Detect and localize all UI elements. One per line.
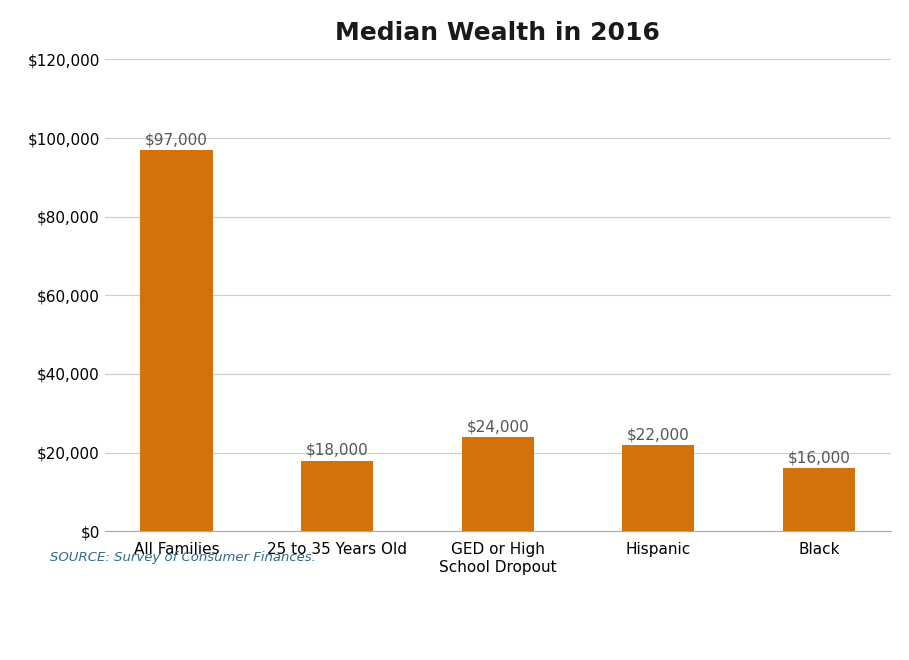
Text: $18,000: $18,000 — [305, 443, 368, 458]
Title: Median Wealth in 2016: Median Wealth in 2016 — [335, 21, 660, 45]
Bar — [301, 461, 374, 531]
Bar — [622, 445, 694, 531]
Bar — [783, 469, 855, 531]
Bar — [140, 150, 213, 531]
Text: $24,000: $24,000 — [466, 419, 529, 434]
Text: $22,000: $22,000 — [627, 427, 690, 442]
Text: $16,000: $16,000 — [787, 451, 851, 465]
Text: $97,000: $97,000 — [145, 132, 208, 147]
Bar — [462, 437, 534, 531]
Text: SOURCE: Survey of Consumer Finances.: SOURCE: Survey of Consumer Finances. — [50, 551, 315, 564]
Text: Federal Reserve Bank of St. Louis: Federal Reserve Bank of St. Louis — [16, 624, 331, 642]
